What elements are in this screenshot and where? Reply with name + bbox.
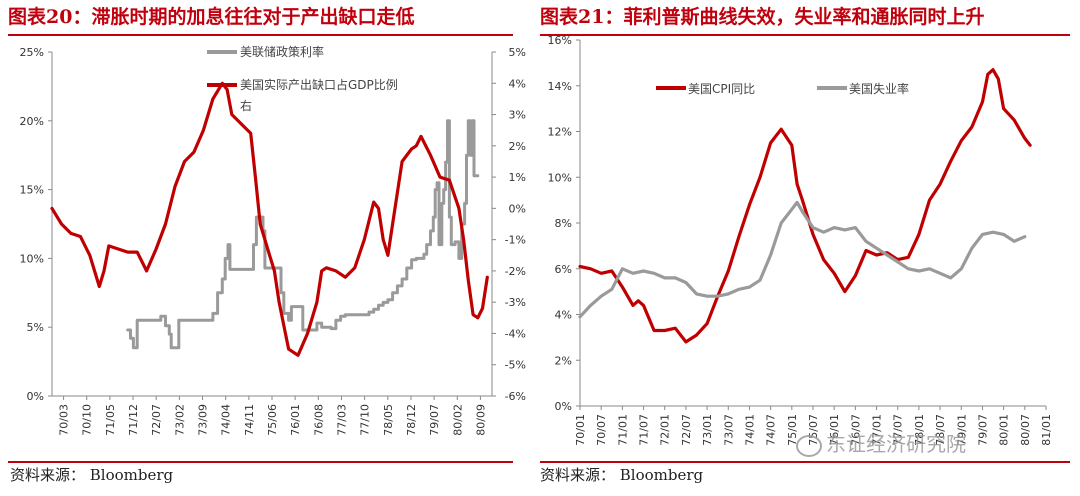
x-tick-label: 72/01 (659, 414, 672, 446)
y-tick-label: 4% (555, 309, 572, 322)
x-tick-label: 77/10 (359, 404, 372, 436)
x-tick-label: 73/01 (701, 414, 714, 446)
y-tick-label-left: 0% (27, 390, 44, 403)
x-tick-label: 75/01 (786, 414, 799, 446)
x-tick-label: 73/02 (173, 404, 186, 436)
x-tick-label: 71/01 (616, 414, 629, 446)
y-tick-label-right: -5% (505, 359, 526, 372)
series-line-1 (578, 68, 1032, 344)
x-tick-label: 72/07 (680, 414, 693, 446)
x-tick-label: 75/06 (266, 404, 279, 436)
y-tick-label: 16% (548, 36, 572, 47)
x-tick-label: 81/01 (1040, 414, 1053, 446)
y-tick-label: 8% (555, 217, 572, 230)
y-tick-label-right: -1% (505, 234, 526, 247)
chart-panel-left: 图表20：滞胀时期的加息往往对于产出缺口走低 0% 5% 10% 15% 20% 25% -… (0, 0, 530, 496)
series-line-2 (578, 200, 1027, 319)
y-tick-label: 14% (548, 80, 572, 93)
y-tick-label-left: 10% (20, 252, 44, 265)
x-tick-label: 78/07 (934, 414, 947, 446)
x-tick-label: 79/07 (428, 404, 441, 436)
x-tick-label: 79/01 (955, 414, 968, 446)
y-tick-label: 0% (555, 400, 572, 413)
y-tick-label-right: 5% (509, 46, 526, 59)
title-rule-left (8, 34, 513, 36)
y-tick-label-left: 5% (27, 321, 44, 334)
x-tick-label: 78/05 (382, 404, 395, 436)
y-tick-label-right: 4% (509, 77, 526, 90)
x-tick-label: 74/01 (743, 414, 756, 446)
bottom-rule-right (540, 461, 1070, 463)
x-tick-label: 70/07 (595, 414, 608, 446)
x-tick-label: 70/03 (58, 404, 71, 436)
y-tick-label: 10% (548, 171, 572, 184)
x-tick-label: 72/07 (150, 404, 163, 436)
x-tick-label: 80/01 (998, 414, 1011, 446)
x-tick-label: 70/10 (81, 404, 94, 436)
x-tick-label: 80/02 (451, 404, 464, 436)
x-tick-label: 77/01 (871, 414, 884, 446)
x-tick-label: 74/04 (220, 404, 233, 436)
x-tick-label: 73/09 (197, 404, 210, 436)
x-tick-label: 76/01 (289, 404, 302, 436)
x-tick-label: 76/07 (849, 414, 862, 446)
series-line-1 (126, 119, 480, 350)
y-tick-label-right: 1% (509, 171, 526, 184)
x-tick-label: 80/07 (1019, 414, 1032, 446)
x-tick-label: 77/07 (892, 414, 905, 446)
y-tick-label-right: -6% (505, 390, 526, 403)
legend-label-2: 美国实际产出缺口占GDP比例 (240, 77, 398, 92)
y-tick-label-left: 20% (20, 115, 44, 128)
y-tick-label-right: -2% (505, 265, 526, 278)
y-tick-label-left: 15% (20, 184, 44, 197)
y-tick-label-right: 3% (509, 109, 526, 122)
y-tick-label-right: -4% (505, 327, 526, 340)
x-tick-label: 78/01 (913, 414, 926, 446)
title-rule-right (540, 34, 1070, 36)
y-tick-label: 2% (555, 354, 572, 367)
x-tick-label: 76/08 (312, 404, 325, 436)
x-tick-label: 71/05 (104, 404, 117, 436)
watermark-text: 东证经济研究院 (826, 432, 966, 456)
x-tick-label: 71/07 (638, 414, 651, 446)
x-tick-label: 80/09 (474, 404, 487, 436)
series-line-2 (50, 81, 489, 357)
line-chart-left: 0% 5% 10% 15% 20% 25% -6% -5% -4% -3% -2% -1% 0% 1% 2%… (20, 44, 526, 436)
y-tick-label-left: 25% (20, 46, 44, 59)
chart-panel-right: 图表21：菲利普斯曲线失效，失业率和通胀同时上升 0% 2% 4% 6% 8% 10% 12… (530, 0, 1080, 496)
y-tick-label: 12% (548, 126, 572, 139)
chart-title-left: 图表20：滞胀时期的加息往往对于产出缺口走低 (8, 6, 415, 28)
bottom-rule-left (8, 461, 513, 463)
chart-title-right: 图表21：菲利普斯曲线失效，失业率和通胀同时上升 (540, 6, 985, 28)
x-tick-label: 71/12 (127, 404, 140, 436)
legend-label-1: 美联储政策利率 (240, 44, 324, 59)
x-tick-label: 78/12 (405, 404, 418, 436)
watermark: 东证经济研究院 (796, 428, 1066, 458)
x-tick-label: 74/07 (765, 414, 778, 446)
x-tick-label: 70/01 (574, 414, 587, 446)
source-left: 资料来源： Bloomberg (10, 466, 174, 484)
x-tick-label: 74/11 (243, 404, 256, 436)
x-tick-label: 73/07 (722, 414, 735, 446)
line-chart-right: 0% 2% 4% 6% 8% 10% 12% 14% 16% 70/01 70/07 71/01 71/… (548, 36, 1053, 446)
legend-label-1: 美国CPI同比 (688, 82, 755, 96)
x-tick-label: 79/07 (976, 414, 989, 446)
y-tick-label-right: -3% (505, 296, 526, 309)
y-tick-label-right: 2% (509, 140, 526, 153)
wechat-icon (796, 434, 822, 457)
y-tick-label: 6% (555, 263, 572, 276)
legend-label-2: 右 (240, 98, 252, 113)
legend-label-2: 美国失业率 (849, 81, 909, 96)
source-right: 资料来源： Bloomberg (540, 466, 704, 484)
x-tick-label: 77/03 (335, 404, 348, 436)
y-tick-label-right: 0% (509, 202, 526, 215)
x-tick-label: 76/01 (828, 414, 841, 446)
